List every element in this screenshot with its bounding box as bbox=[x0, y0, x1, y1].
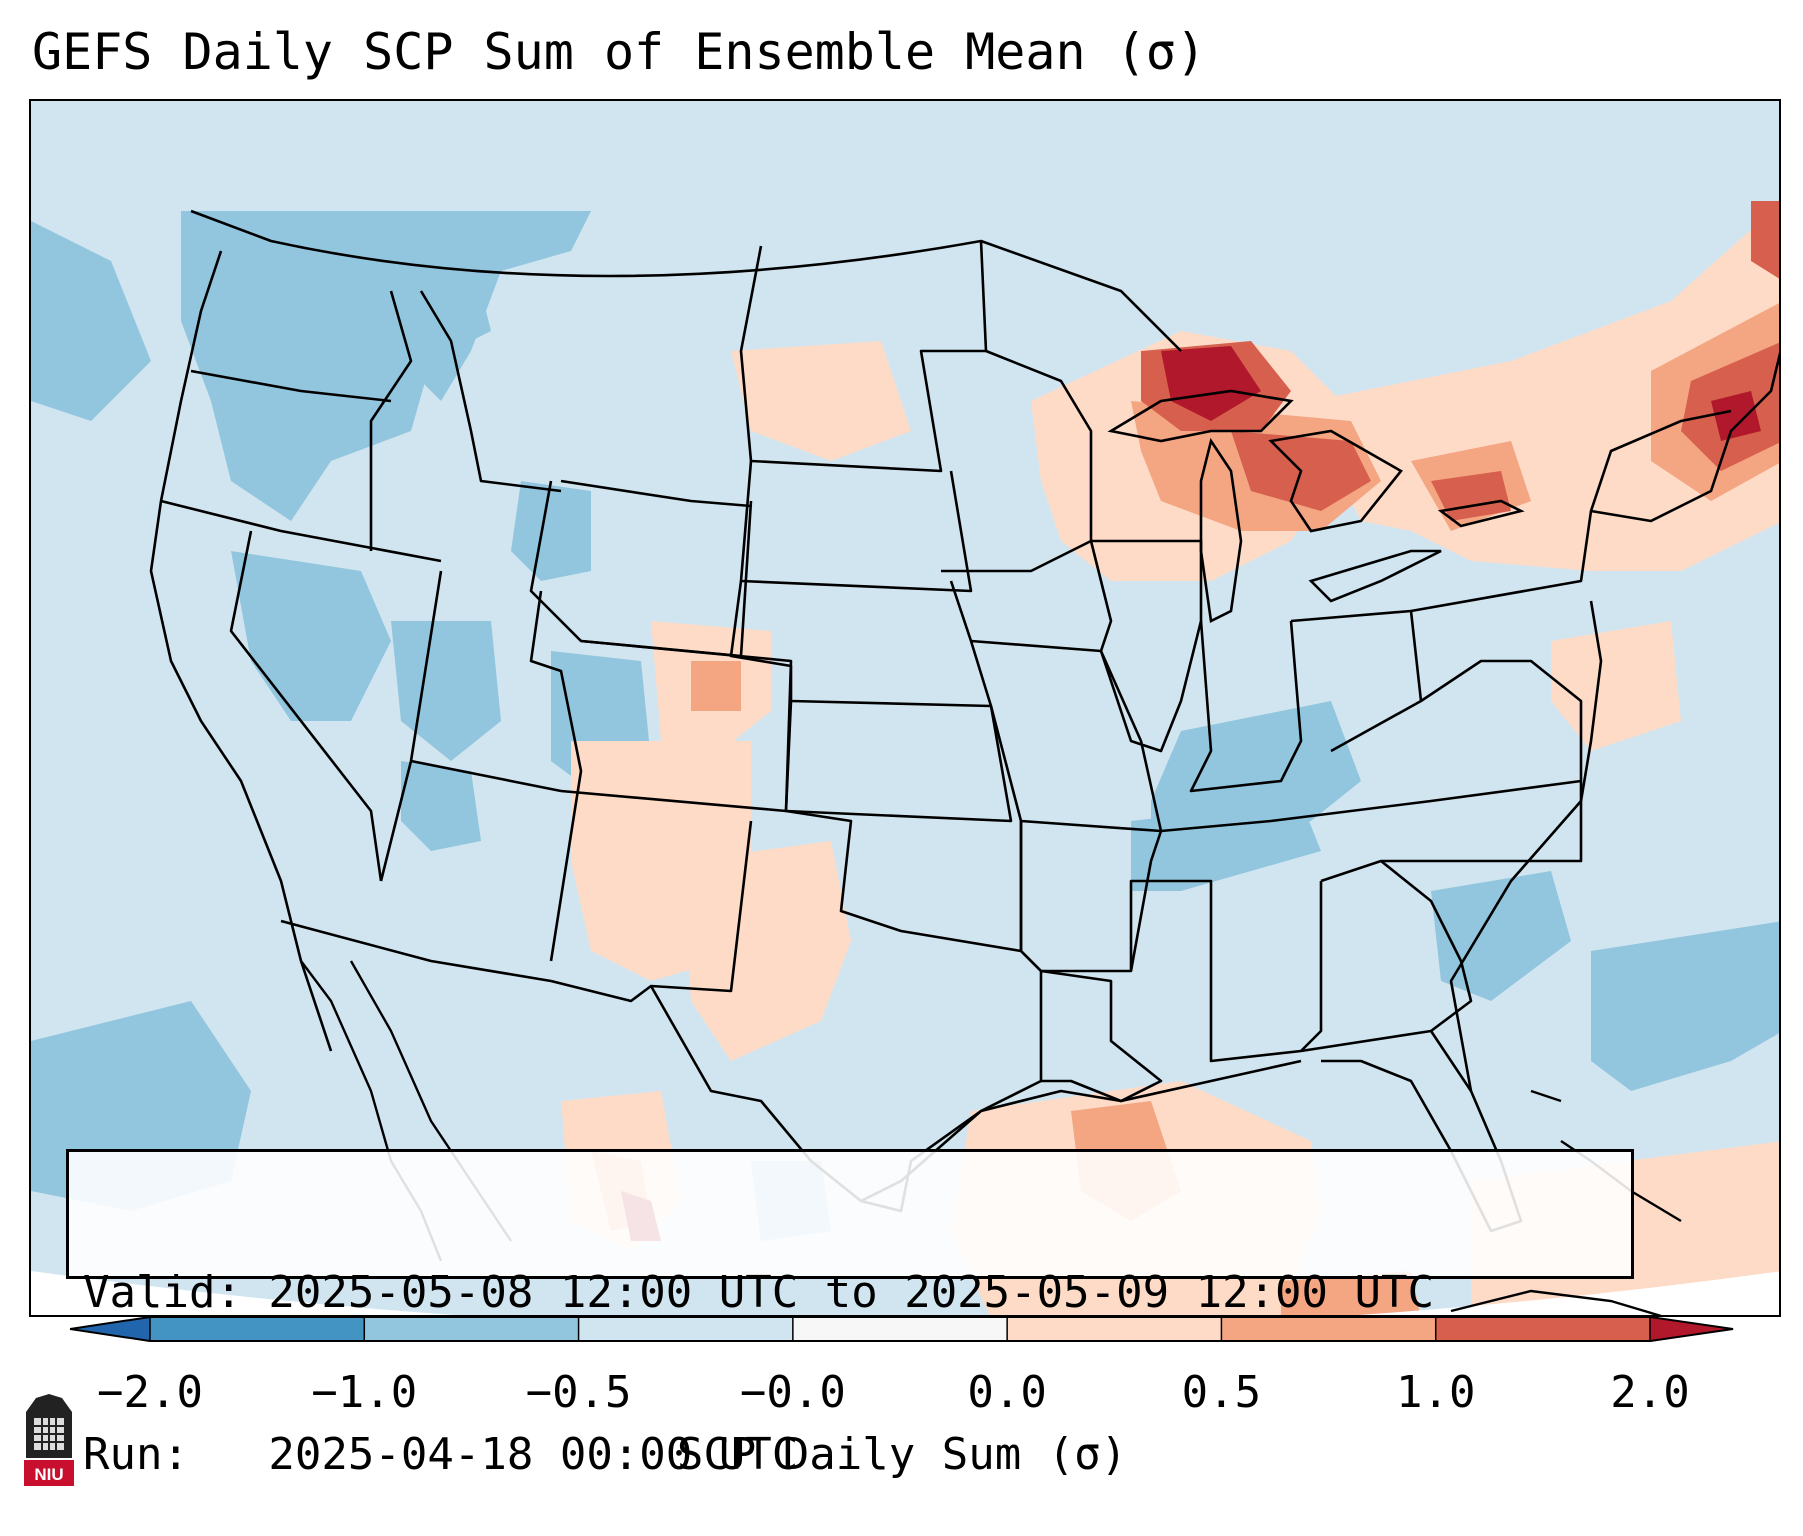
colorbar-segment bbox=[1221, 1316, 1437, 1342]
valid-time-box: Valid: 2025-05-08 12:00 UTC to 2025-05-0… bbox=[66, 1149, 1634, 1480]
california-nevada bbox=[229, 530, 383, 882]
colorbar-tick-label: −0.0 bbox=[739, 1367, 846, 1418]
georgia-florida bbox=[1300, 859, 1473, 1053]
logo-badge bbox=[24, 1460, 74, 1486]
colorbar-segment bbox=[364, 1316, 580, 1342]
east-coast bbox=[1449, 600, 1603, 1092]
kansas bbox=[784, 700, 1013, 823]
texas-positive bbox=[681, 841, 851, 1061]
carolina-coast-negative bbox=[1431, 871, 1571, 1001]
atlantic-positive bbox=[1551, 621, 1681, 751]
missouri-arkansas bbox=[989, 650, 1163, 833]
tennessee-negative bbox=[1131, 801, 1321, 891]
pacific-northwest-offshore-negative bbox=[31, 221, 151, 421]
colorbar-tick-label: 2.0 bbox=[1610, 1367, 1690, 1418]
oregon-idaho bbox=[369, 290, 413, 551]
montana-wyoming bbox=[560, 479, 752, 508]
utah-arizona bbox=[410, 759, 562, 793]
west-coast bbox=[149, 250, 333, 1052]
southern-gulf-moderate bbox=[1281, 1271, 1421, 1315]
northern-rockies-negative bbox=[401, 211, 591, 401]
lake-michigan bbox=[1199, 437, 1243, 623]
great-basin-negative bbox=[231, 551, 391, 721]
run-line: Run: 2025-04-18 00:00 UTC bbox=[83, 1429, 799, 1480]
colorbar-segment bbox=[792, 1316, 1008, 1342]
colorbar-tick-label: 0.0 bbox=[967, 1367, 1047, 1418]
atlantic-negative bbox=[1591, 921, 1779, 1091]
colorado-moderate bbox=[691, 661, 741, 711]
colorbar-segment bbox=[578, 1316, 794, 1342]
great-lakes bbox=[1107, 389, 1525, 623]
colorbar-tick-label: 0.5 bbox=[1181, 1367, 1262, 1418]
colorbar-extension-high bbox=[1650, 1316, 1734, 1342]
minnesota-iowa bbox=[941, 349, 1093, 573]
louisiana bbox=[1040, 969, 1163, 1103]
pennsylvania-ny bbox=[1410, 409, 1732, 613]
colorbar-extension-low bbox=[70, 1316, 150, 1342]
new-england bbox=[1590, 352, 1779, 523]
arizona-negative bbox=[401, 761, 481, 851]
state-boundaries bbox=[149, 209, 1779, 1233]
virginia bbox=[1420, 659, 1583, 781]
colorbar bbox=[70, 1316, 1734, 1342]
logo-text: NIU bbox=[34, 1465, 63, 1484]
lake-superior bbox=[1107, 389, 1294, 443]
colorbar-segment bbox=[1435, 1316, 1651, 1342]
wyoming-borders bbox=[529, 480, 753, 658]
niu-logo: NIU bbox=[24, 1394, 74, 1486]
lake-erie bbox=[1308, 549, 1442, 603]
colorbar-tick-label: 1.0 bbox=[1395, 1367, 1476, 1418]
us-canada-border bbox=[190, 209, 1182, 352]
california-nevada-north bbox=[160, 499, 442, 563]
colorbar-segments bbox=[70, 1316, 1734, 1342]
scp-map bbox=[31, 201, 1779, 1315]
colorbar-tick-label: −0.5 bbox=[525, 1367, 632, 1418]
colorbar-tick-label: −1.0 bbox=[311, 1367, 418, 1418]
kentucky-tennessee bbox=[1160, 779, 1582, 833]
ohio-pa bbox=[1290, 609, 1423, 753]
lake-superior-max bbox=[1161, 346, 1261, 421]
colorbar-label: SCP Daily Sum (σ) bbox=[676, 1429, 1128, 1480]
lake-ontario bbox=[1437, 499, 1525, 528]
colorbar-segment bbox=[150, 1316, 365, 1342]
indiana-ohio bbox=[1189, 620, 1303, 793]
iowa-missouri bbox=[970, 540, 1113, 653]
arkansas-louisiana bbox=[1019, 821, 1163, 973]
utah-negative bbox=[391, 621, 501, 761]
projection-edge bbox=[31, 1271, 1779, 1315]
dakotas-positive bbox=[731, 341, 911, 461]
maine-max bbox=[1711, 391, 1761, 441]
utah-colorado bbox=[529, 590, 583, 962]
lake-huron bbox=[1268, 429, 1403, 533]
bahamas-north bbox=[1530, 1089, 1562, 1103]
oregon-washington bbox=[190, 369, 392, 403]
chart-title: GEFS Daily SCP Sum of Ensemble Mean (σ) bbox=[32, 23, 1206, 81]
colorbar-tick-label: −2.0 bbox=[97, 1367, 203, 1418]
arizona-mexico bbox=[280, 919, 552, 983]
north-carolina bbox=[1320, 781, 1583, 883]
colorbar-segment bbox=[1007, 1316, 1222, 1342]
cuba bbox=[1450, 1289, 1662, 1315]
wyoming-negative bbox=[511, 481, 591, 581]
idaho-montana bbox=[419, 290, 562, 493]
south-dakota bbox=[739, 460, 973, 593]
new-brunswick-strong bbox=[1751, 201, 1779, 279]
mississippi-alabama bbox=[1129, 879, 1323, 1063]
map-frame bbox=[29, 99, 1781, 1317]
valid-line: Valid: 2025-05-08 12:00 UTC to 2025-05-0… bbox=[83, 1267, 1435, 1318]
